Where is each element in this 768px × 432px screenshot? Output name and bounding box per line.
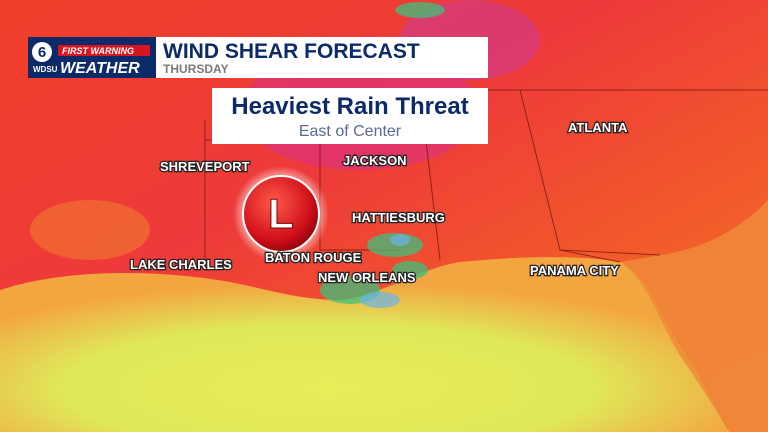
callout-bg bbox=[212, 88, 488, 144]
subtitle: THURSDAY bbox=[163, 62, 229, 76]
gulf-shading bbox=[0, 257, 730, 432]
logo-top: FIRST WARNING bbox=[62, 46, 134, 56]
city-label: HATTIESBURG bbox=[352, 210, 445, 225]
city-label: PANAMA CITY bbox=[530, 263, 619, 278]
city-label: LAKE CHARLES bbox=[130, 257, 232, 272]
logo-station: WDSU bbox=[33, 65, 58, 74]
city-labels: SHREVEPORT JACKSON ATLANTA HATTIESBURG LAKE … bbox=[129, 119, 630, 287]
title-bg bbox=[156, 37, 488, 78]
title: WIND SHEAR FORECAST bbox=[163, 40, 420, 63]
shear-zone bbox=[30, 200, 150, 260]
logo-badge bbox=[32, 42, 52, 62]
rain-cells bbox=[360, 234, 410, 308]
florida-shading bbox=[620, 200, 768, 432]
logo-bottom: WEATHER bbox=[60, 60, 140, 77]
city-label: ATLANTA bbox=[568, 120, 628, 135]
city-label: SHREVEPORT bbox=[160, 159, 250, 174]
city-label: BATON ROUGE bbox=[265, 250, 362, 265]
logo-number: 6 bbox=[38, 44, 46, 61]
city-label: JACKSON bbox=[343, 153, 407, 168]
logo-banner bbox=[58, 45, 150, 56]
callout-subtitle: East of Center bbox=[299, 123, 402, 140]
low-marker bbox=[242, 175, 320, 253]
callout-title: Heaviest Rain Threat bbox=[231, 93, 468, 120]
low-letter: L bbox=[268, 190, 294, 237]
city-label: NEW ORLEANS bbox=[318, 270, 416, 285]
